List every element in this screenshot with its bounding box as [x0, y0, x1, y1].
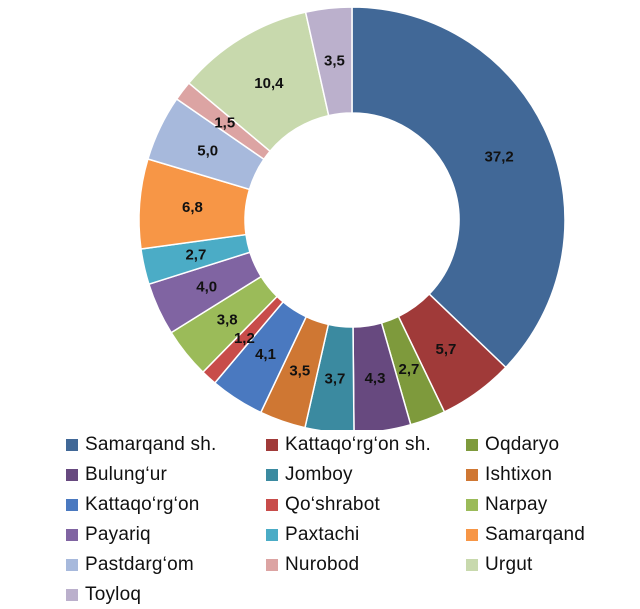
legend-swatch: [266, 529, 278, 541]
legend-item: Bulung‘ur: [66, 464, 266, 486]
legend-label: Kattaqo‘rg‘on: [85, 494, 200, 515]
legend-label: Samarqand sh.: [85, 434, 217, 455]
legend-label: Samarqand: [485, 524, 586, 545]
legend-item: Samarqand: [466, 524, 616, 546]
legend-label: Bulung‘ur: [85, 464, 168, 485]
legend-label: Ishtixon: [485, 464, 553, 485]
legend-item: Urgut: [466, 554, 616, 576]
legend-swatch: [466, 499, 478, 511]
legend-swatch: [266, 559, 278, 571]
slice-value-label: 37,2: [485, 149, 514, 166]
legend-label: Urgut: [485, 554, 533, 575]
legend-label: Paxtachi: [285, 524, 360, 545]
legend-item: Kattaqo‘rg‘on: [66, 494, 266, 516]
legend-label: Toyloq: [85, 584, 142, 605]
legend-label: Narpay: [485, 494, 548, 515]
slice-value-label: 1,2: [234, 330, 255, 347]
legend-item: Jomboy: [266, 464, 466, 486]
legend-swatch: [66, 529, 78, 541]
slice-value-label: 4,0: [196, 278, 217, 295]
slice-labels: 37,2 5,7 2,7 4,3 3,7 3,5 4,11,23,84,0 2,7 6,8 5,0…: [182, 52, 514, 387]
donut-slices: [138, 6, 566, 430]
legend-swatch: [266, 499, 278, 511]
legend-item: Kattaqo‘rg‘on sh.: [266, 434, 466, 456]
donut-slice: [304, 6, 353, 117]
legend-swatch: [66, 469, 78, 481]
legend-label: Qo‘shrabot: [285, 494, 380, 515]
legend-label: Kattaqo‘rg‘on sh.: [285, 434, 431, 455]
legend-item: Nurobod: [266, 554, 466, 576]
legend-item: Ishtixon: [466, 464, 616, 486]
legend-label: Nurobod: [285, 554, 360, 575]
slice-value-label: 10,4: [254, 75, 284, 92]
slice-value-label: 5,0: [197, 142, 218, 159]
legend-swatch: [66, 589, 78, 601]
legend-swatch: [466, 529, 478, 541]
legend-label: Jomboy: [285, 464, 353, 485]
chart-legend: Samarqand sh. Kattaqo‘rg‘on sh. Oqdaryo Bul…: [66, 434, 626, 606]
legend-swatch: [466, 559, 478, 571]
legend-item: Pastdarg‘om: [66, 554, 266, 576]
legend-item: Toyloq: [66, 584, 266, 606]
legend-swatch: [266, 469, 278, 481]
legend-swatch: [66, 559, 78, 571]
legend-swatch: [266, 439, 278, 451]
slice-value-label: 3,5: [324, 52, 345, 69]
legend-swatch: [466, 469, 478, 481]
slice-value-label: 4,1: [255, 346, 276, 363]
legend-item: Samarqand sh.: [66, 434, 266, 456]
legend-label: Oqdaryo: [485, 434, 560, 455]
legend-swatch: [66, 439, 78, 451]
slice-value-label: 3,5: [289, 363, 310, 380]
slice-value-label: 2,7: [399, 361, 420, 378]
legend-label: Pastdarg‘om: [85, 554, 194, 575]
legend-label: Payariq: [85, 524, 151, 545]
slice-value-label: 4,3: [365, 370, 386, 387]
legend-item: Payariq: [66, 524, 266, 546]
donut-slice: [351, 6, 566, 369]
legend-item: Qo‘shrabot: [266, 494, 466, 516]
slice-value-label: 6,8: [182, 199, 203, 216]
slice-value-label: 1,5: [214, 115, 235, 132]
donut-chart: 37,2 5,7 2,7 4,3 3,7 3,5 4,11,23,84,0 2,7 6,8 5,0…: [138, 6, 566, 430]
legend-swatch: [466, 439, 478, 451]
slice-value-label: 3,7: [325, 371, 346, 388]
slice-value-label: 2,7: [185, 247, 206, 264]
legend-item: Narpay: [466, 494, 616, 516]
slice-value-label: 5,7: [436, 341, 457, 358]
legend-item: Oqdaryo: [466, 434, 616, 456]
legend-item: Paxtachi: [266, 524, 466, 546]
legend-swatch: [66, 499, 78, 511]
slice-value-label: 3,8: [217, 312, 238, 329]
